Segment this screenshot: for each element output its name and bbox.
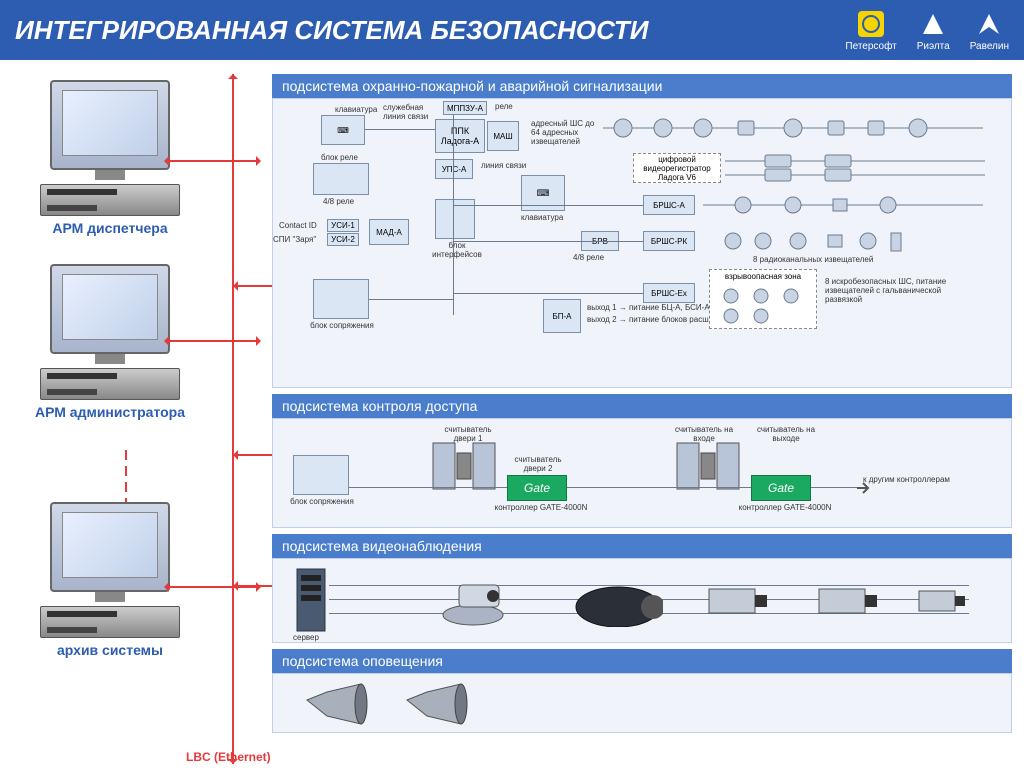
label-blockrele: блок реле <box>321 153 358 162</box>
label-server: сервер <box>293 633 319 642</box>
ravelin-icon <box>974 9 1004 39</box>
label-keyboard2: клавиатура <box>521 213 563 222</box>
workstation-archive: архив системы <box>10 502 210 658</box>
monitor-icon <box>50 264 170 354</box>
base-unit-icon <box>40 184 180 216</box>
box-mash: МАШ <box>487 121 519 151</box>
box-keyboard: ⌨ <box>321 115 365 145</box>
header: ИНТЕГРИРОВАННАЯ СИСТЕМА БЕЗОПАСНОСТИ Пет… <box>0 0 1024 60</box>
camera-body-icon <box>573 577 663 627</box>
bus-arrow-dispatcher <box>165 160 260 162</box>
ws-label-admin: АРМ администратора <box>10 404 210 420</box>
petersoft-icon <box>856 9 886 39</box>
label-ctrl1: контроллер GATE-4000N <box>491 503 591 512</box>
subsystem-access: подсистема контроля доступа блок сопряже… <box>272 394 1012 528</box>
label-radio: 8 радиоканальных извещателей <box>753 255 873 264</box>
logo-group: Петерсофт Риэлта Равелин <box>845 9 1009 52</box>
logo-petersoft: Петерсофт <box>845 9 896 52</box>
box-mppzu: МППЗУ-А <box>443 101 487 115</box>
workstation-column: АРМ диспетчера АРМ администратора архив … <box>10 80 210 668</box>
subsystem-notify: подсистема оповещения <box>272 649 1012 733</box>
label-line2: линия связи <box>481 161 526 170</box>
detector-row <box>603 113 983 143</box>
subsystem-video: подсистема видеонаблюдения сервер <box>272 534 1012 643</box>
camera-dome-icon <box>433 571 513 627</box>
label-rele48a: 4/8 реле <box>323 197 354 206</box>
box-usi2: УСИ-2 <box>327 233 359 246</box>
box-brshsrk: БРШС-РК <box>643 231 695 251</box>
bus-arrow-admin <box>165 340 260 342</box>
camera-box2-icon <box>813 579 883 623</box>
sub-header-notify: подсистема оповещения <box>272 649 1012 673</box>
monitor-icon <box>50 502 170 592</box>
brshsa-row <box>703 189 983 221</box>
box-brshsa: БРШС-А <box>643 195 695 215</box>
horn-icon-2 <box>403 680 473 728</box>
workstation-dispatcher: АРМ диспетчера <box>10 80 210 236</box>
bus-label: LBC (Ethernet) <box>186 750 271 764</box>
label-keyboard: клавиатура <box>335 105 377 114</box>
camera-row <box>725 149 985 187</box>
sub-header-fire: подсистема охранно-пожарной и аварийной … <box>272 74 1012 98</box>
ws-label-dispatcher: АРМ диспетчера <box>10 220 210 236</box>
label-svcline: служебная линия связи <box>383 103 433 121</box>
label-reader-out: считыватель на выходе <box>751 425 821 443</box>
box-mating-access <box>293 455 349 495</box>
label-exnote: 8 искробезопасных ШС, питание извещателе… <box>825 277 975 304</box>
box-mating <box>313 279 369 319</box>
logo-rielta: Риэлта <box>917 9 950 52</box>
box-mada: МАД-А <box>369 219 409 245</box>
main-title: ИНТЕГРИРОВАННАЯ СИСТЕМА БЕЗОПАСНОСТИ <box>15 15 845 46</box>
box-ppk: ППК Ладога-А <box>435 119 485 153</box>
label-contactid: Contact ID <box>279 221 317 230</box>
label-mating-access: блок сопряжения <box>289 497 355 506</box>
monitor-icon <box>50 80 170 170</box>
arrow-right-icon <box>857 481 871 495</box>
base-unit-icon <box>40 368 180 400</box>
label-iface: блок интерфейсов <box>427 241 487 259</box>
ws-label-archive: архив системы <box>10 642 210 658</box>
box-brshsex: БРШС-Ех <box>643 283 695 303</box>
box-usi1: УСИ-1 <box>327 219 359 232</box>
label-ctrl2: контроллер GATE-4000N <box>735 503 835 512</box>
label-rele: реле <box>495 102 513 111</box>
box-blockrele <box>313 163 369 195</box>
box-ups: УПС-А <box>435 159 473 179</box>
main-area: АРМ диспетчера АРМ администратора архив … <box>0 60 1024 768</box>
label-toother: к другим контроллерам <box>863 475 953 484</box>
brshsrk-row <box>703 225 983 257</box>
box-gate-2: Gate <box>751 475 811 501</box>
bus-line <box>232 74 234 764</box>
box-bpa: БП-А <box>543 299 581 333</box>
label-reader2: считыватель двери 2 <box>503 455 573 473</box>
door-2 <box>673 439 743 493</box>
subsystem-fire: подсистема охранно-пожарной и аварийной … <box>272 74 1012 388</box>
sub-header-access: подсистема контроля доступа <box>272 394 1012 418</box>
sub-header-video: подсистема видеонаблюдения <box>272 534 1012 558</box>
label-addr: адресный ШС до 64 адресных извещателей <box>531 119 601 146</box>
rielta-icon <box>918 9 948 39</box>
box-dvr: цифровой видеорегистратор Ладога V6 <box>633 153 721 183</box>
label-rele48b: 4/8 реле <box>573 253 604 262</box>
horn-icon <box>303 680 373 728</box>
logo-ravelin: Равелин <box>970 9 1009 52</box>
label-mating: блок сопряжения <box>309 321 375 330</box>
door-1 <box>429 439 499 493</box>
camera-small-icon <box>913 579 973 623</box>
camera-box-icon <box>703 579 773 623</box>
box-gate-1: Gate <box>507 475 567 501</box>
server-icon <box>293 567 329 633</box>
workstation-admin: АРМ администратора <box>10 264 210 420</box>
ex-detectors <box>713 284 813 326</box>
base-unit-icon <box>40 606 180 638</box>
label-spi: СПИ "Заря" <box>273 235 316 244</box>
